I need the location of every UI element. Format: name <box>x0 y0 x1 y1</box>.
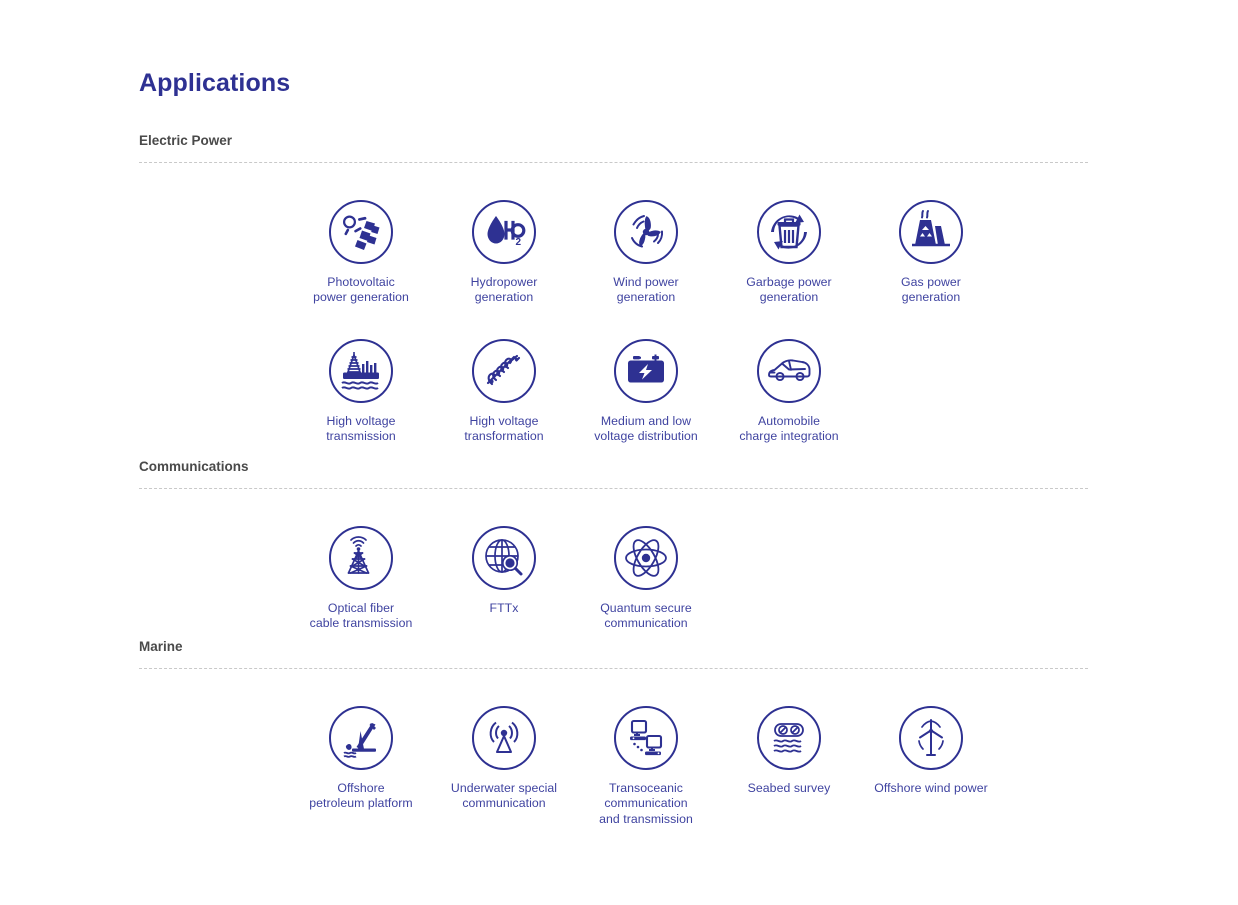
icon-cell-offshore-wind[interactable]: Offshore wind power <box>860 706 1002 796</box>
icon-label: Optical fiber cable transmission <box>309 601 413 631</box>
transmission-tower-water-icon <box>329 339 393 403</box>
icon-label: Underwater special communication <box>450 781 558 811</box>
solar-panel-icon <box>329 200 393 264</box>
icon-cell-optical-fiber[interactable]: Optical fiber cable transmission <box>290 526 432 632</box>
icon-cell-seabed-survey[interactable]: Seabed survey <box>718 706 860 796</box>
icon-label: Transoceanic communication and transmiss… <box>599 781 693 826</box>
offshore-wind-turbine-icon <box>899 706 963 770</box>
icon-label: Wind power generation <box>613 275 679 305</box>
icon-label: Photovoltaic power generation <box>313 275 409 305</box>
icon-label: Medium and low voltage distribution <box>594 414 698 444</box>
icon-cell-offshore-petroleum[interactable]: Offshore petroleum platform <box>290 706 432 812</box>
icon-row: Photovoltaic power generation 2 <box>139 200 1088 339</box>
page-title: Applications <box>139 69 291 97</box>
icon-grid-communications: Optical fiber cable transmission <box>139 526 1088 665</box>
icon-cell-high-voltage-transformation[interactable]: High voltage transformation <box>433 339 575 445</box>
section-electric-power: Electric Power <box>139 133 1088 478</box>
icon-row: Optical fiber cable transmission <box>139 526 1088 665</box>
icon-label: Automobile charge integration <box>739 414 839 444</box>
icon-cell-high-voltage-transmission[interactable]: High voltage transmission <box>290 339 432 445</box>
icon-row: Offshore petroleum platform <box>139 706 1088 845</box>
section-divider <box>139 488 1088 489</box>
oil-pumpjack-icon <box>329 706 393 770</box>
icon-label: Garbage power generation <box>746 275 832 305</box>
section-header-communications: Communications <box>139 459 249 474</box>
two-computers-network-icon <box>614 706 678 770</box>
icon-grid-marine: Offshore petroleum platform <box>139 706 1088 845</box>
battery-bolt-icon <box>614 339 678 403</box>
icon-label: Offshore wind power <box>874 781 988 795</box>
icon-cell-hydropower[interactable]: 2 Hydropower generation <box>433 200 575 306</box>
icon-label: Seabed survey <box>747 781 831 795</box>
icon-label: Quantum secure communication <box>600 601 692 631</box>
icon-cell-medium-low-voltage[interactable]: Medium and low voltage distribution <box>575 339 717 445</box>
icon-label: Hydropower generation <box>470 275 538 305</box>
icon-cell-underwater-special[interactable]: Underwater special communication <box>433 706 575 812</box>
wind-turbine-fan-icon <box>614 200 678 264</box>
icon-cell-wind-power[interactable]: Wind power generation <box>575 200 717 306</box>
section-header-electric-power: Electric Power <box>139 133 233 148</box>
recycle-trash-bin-icon <box>757 200 821 264</box>
section-communications: Communications <box>139 459 1088 665</box>
svg-text:2: 2 <box>516 237 522 248</box>
section-marine: Marine <box>139 639 1088 845</box>
section-header-marine: Marine <box>139 639 183 654</box>
section-divider <box>139 162 1088 163</box>
icon-label: Gas power generation <box>901 275 961 305</box>
icon-cell-fttx[interactable]: FTTx <box>433 526 575 616</box>
icon-cell-transoceanic[interactable]: Transoceanic communication and transmiss… <box>575 706 717 827</box>
power-plant-cooling-tower-icon <box>899 200 963 264</box>
icon-label: Offshore petroleum platform <box>309 781 413 811</box>
icon-cell-automobile-charge[interactable]: Automobile charge integration <box>718 339 860 445</box>
icon-row: High voltage transmission <box>139 339 1088 478</box>
water-drop-h2o-icon: 2 <box>472 200 536 264</box>
atom-orbit-icon <box>614 526 678 590</box>
icon-cell-quantum-secure[interactable]: Quantum secure communication <box>575 526 717 632</box>
icon-cell-gas-power[interactable]: Gas power generation <box>860 200 1002 306</box>
icon-label: High voltage transmission <box>326 414 396 444</box>
section-divider <box>139 668 1088 669</box>
globe-magnifier-icon <box>472 526 536 590</box>
icon-label: FTTx <box>489 601 519 615</box>
seabed-sonar-waves-icon <box>757 706 821 770</box>
radio-tower-signal-icon <box>329 526 393 590</box>
electric-car-icon <box>757 339 821 403</box>
underwater-beacon-signal-icon <box>472 706 536 770</box>
icon-cell-photovoltaic[interactable]: Photovoltaic power generation <box>290 200 432 306</box>
coil-transformer-icon <box>472 339 536 403</box>
icon-label: High voltage transformation <box>464 414 544 444</box>
icon-grid-electric-power: Photovoltaic power generation 2 <box>139 200 1088 478</box>
icon-cell-garbage-power[interactable]: Garbage power generation <box>718 200 860 306</box>
